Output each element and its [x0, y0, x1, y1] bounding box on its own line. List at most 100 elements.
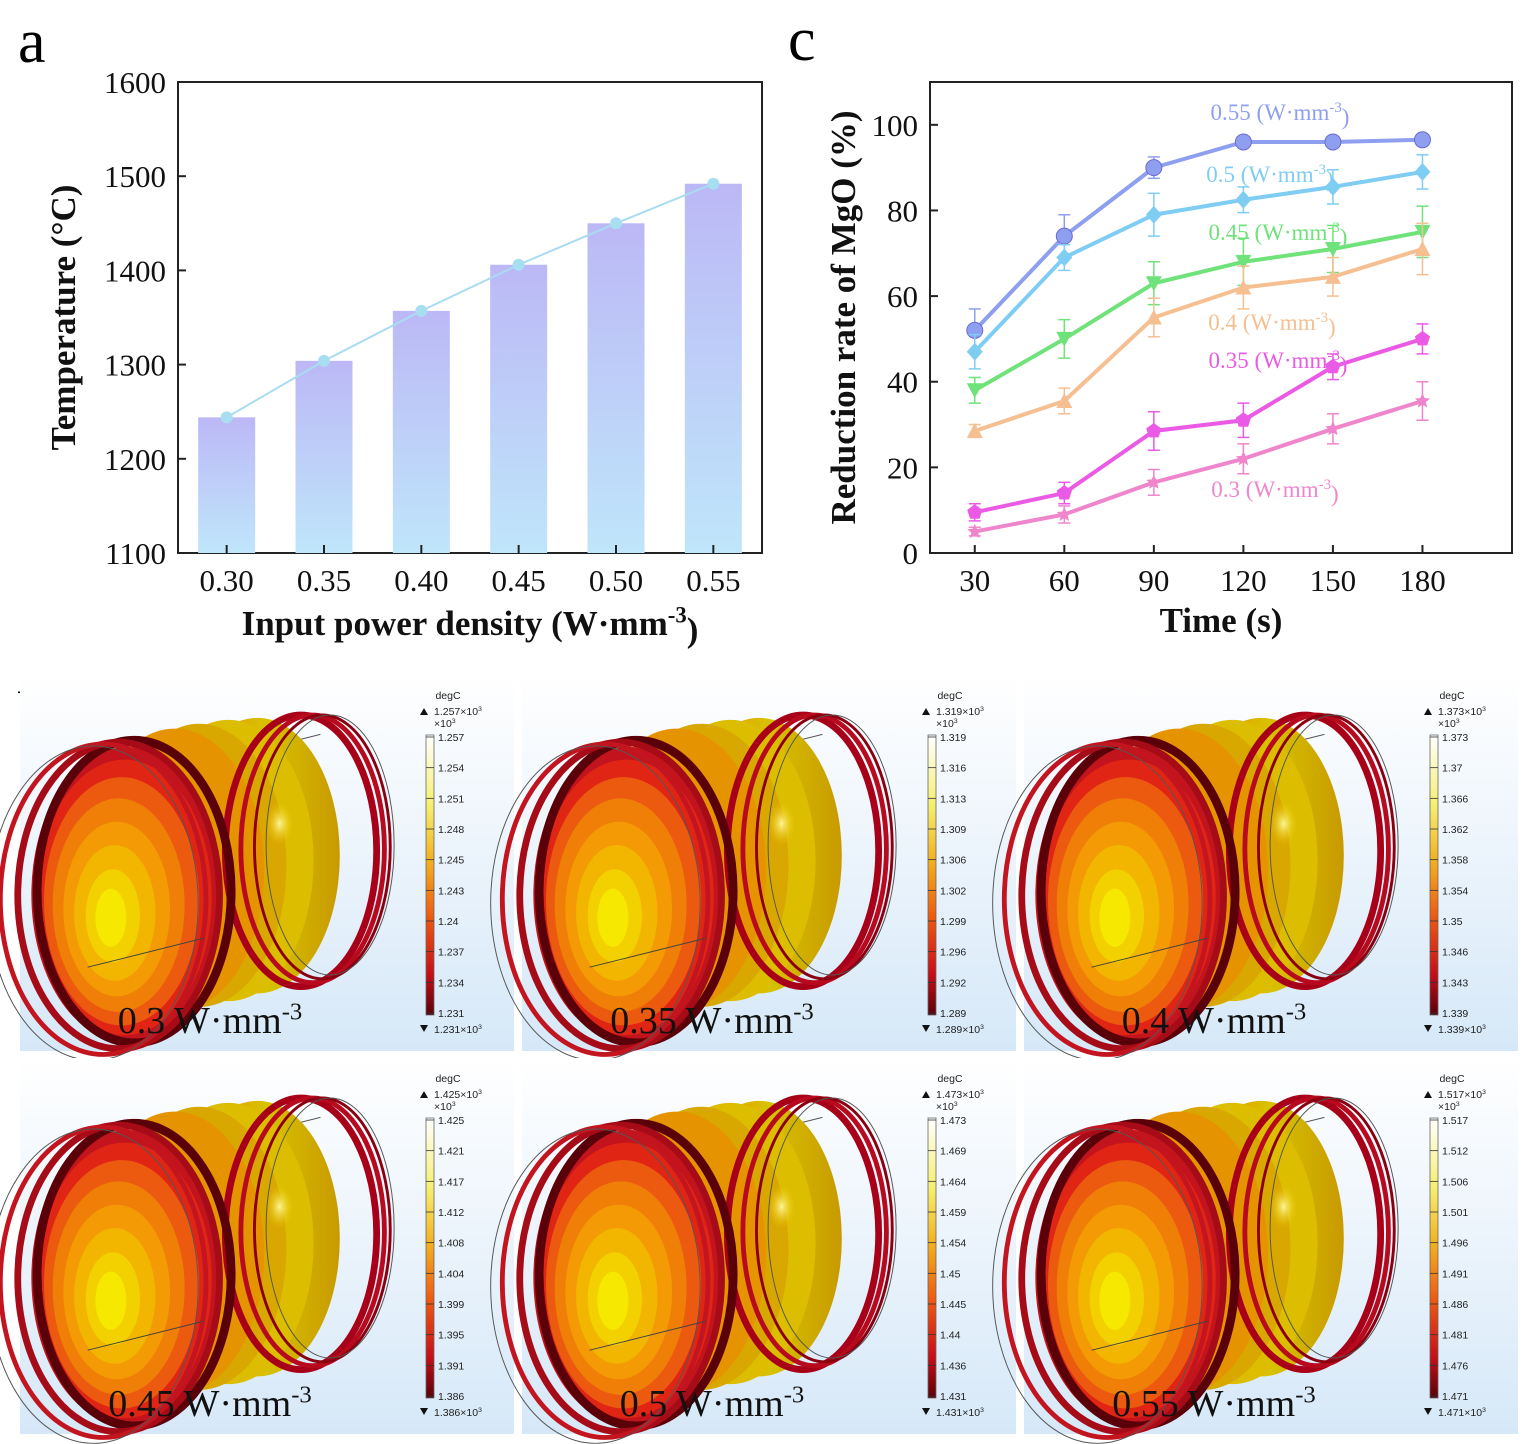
data-point-120	[1235, 190, 1252, 209]
sim-panel: 0.5 W·mm-3 degC 1.473×103×103 1.473 1.469 1.4…	[491, 1058, 1016, 1443]
data-point-60	[1056, 248, 1073, 267]
colorbar-tick-label: 1.343	[1442, 977, 1468, 989]
max-arrow-icon	[1424, 708, 1432, 715]
trend-point-0.55	[707, 177, 720, 190]
colorbar	[425, 734, 435, 1016]
colorbar-max: 1.373×103	[1438, 706, 1486, 718]
panel-label-a: a	[18, 8, 46, 76]
data-point-90	[1145, 309, 1162, 325]
colorbar-tick-label: 1.469	[940, 1146, 966, 1158]
data-point-90	[1145, 205, 1162, 224]
series-label: 0.3 (W·mm-3)	[1211, 477, 1338, 507]
colorbar-tick-label: 1.245	[438, 855, 464, 867]
y-tick-label-a: 1600	[104, 65, 166, 100]
x-tick-label-c: 60	[1049, 563, 1080, 598]
colorbar-tick-label: 1.476	[1442, 1360, 1468, 1372]
colorbar-min: 1.339×103	[1438, 1024, 1486, 1036]
series-s055: 0.55 (W·mm-3)	[966, 100, 1431, 353]
y-tick-label-c: 20	[887, 450, 918, 485]
data-point-60	[1056, 331, 1073, 347]
colorbar-tick-label: 1.313	[940, 793, 966, 805]
colorbar-tick-label: 1.408	[438, 1238, 464, 1250]
x-tick-label-a: 0.30	[200, 563, 254, 598]
colorbar-tick-label: 1.45	[940, 1268, 961, 1280]
sim-panel: 0.35 W·mm-3 degC 1.319×103×103 1.319 1.316 1.…	[491, 675, 1016, 1060]
data-point-150	[1324, 177, 1341, 196]
series-label: 0.5 (W·mm-3)	[1206, 162, 1333, 192]
colorbar-tick-label: 1.35	[1442, 916, 1463, 928]
data-point-180	[1414, 330, 1431, 346]
colorbar-tick-label: 1.445	[940, 1299, 966, 1311]
series-line	[973, 169, 1423, 354]
colorbar-exponent: ×103	[936, 718, 958, 730]
colorbar-tick-label: 1.316	[940, 763, 966, 775]
colorbar-tick-label: 1.471	[1442, 1391, 1468, 1403]
colorbar-tick-label: 1.346	[1442, 947, 1468, 959]
data-point-30	[966, 342, 983, 361]
colorbar-unit: degC	[937, 690, 963, 702]
series-s045: 0.45 (W·mm-3)	[966, 205, 1431, 404]
colorbar-tick-label: 1.296	[940, 947, 966, 959]
colorbar-exponent: ×103	[434, 718, 456, 730]
data-point-150	[1324, 133, 1342, 151]
data-point-180	[1413, 131, 1431, 149]
sim-panel: 0.4 W·mm-3 degC 1.373×103×103 1.373 1.37 1.36…	[993, 675, 1518, 1060]
y-axis-title-c: Reduction rate of MgO (%)	[824, 110, 863, 524]
colorbar-tick-label: 1.436	[940, 1360, 966, 1372]
y-tick-label-a: 1200	[104, 442, 166, 477]
series-line	[973, 137, 1423, 332]
x-axis-title-c: Time (s)	[1160, 601, 1283, 640]
data-point-90	[1146, 423, 1162, 438]
colorbar-tick-label: 1.257	[438, 732, 464, 744]
data-point-180	[1414, 240, 1431, 256]
panel-label-c: c	[788, 6, 816, 74]
x-tick-label-c: 30	[959, 563, 990, 598]
chart-c: 0 20 40 60 80 100 30 60 90 120 150 180 0.55 (W·mm-3)…	[824, 81, 1513, 640]
colorbar-tick-label: 1.248	[438, 824, 464, 836]
data-point-120	[1234, 133, 1252, 151]
data-point-30	[967, 504, 983, 519]
sim-caption: 0.4 W·mm-3	[1122, 998, 1307, 1042]
plot-frame-a	[177, 81, 763, 554]
x-axis-title-a: Input power density (W·mm-3)	[242, 602, 699, 649]
bar-0.50	[587, 223, 645, 554]
colorbar-tick-label: 1.234	[438, 977, 464, 989]
min-arrow-icon	[922, 1025, 930, 1032]
colorbar-min: 1.231×103	[434, 1024, 482, 1036]
colorbar-tick-label: 1.431	[940, 1391, 966, 1403]
colorbar-unit: degC	[937, 1073, 963, 1085]
colorbar-exponent: ×103	[434, 1101, 456, 1113]
data-point-30	[966, 383, 983, 399]
series-label: 0.4 (W·mm-3)	[1208, 310, 1335, 340]
data-point-60	[1055, 227, 1073, 245]
y-tick-label-c: 60	[887, 279, 918, 314]
series-label: 0.55 (W·mm-3)	[1211, 100, 1350, 130]
colorbar-tick-label: 1.501	[1442, 1207, 1468, 1219]
series-s03: 0.3 (W·mm-3)	[967, 380, 1431, 539]
colorbar-min: 1.431×103	[936, 1407, 984, 1419]
data-point-150	[1325, 358, 1341, 374]
colorbar-tick-label: 1.299	[940, 916, 966, 928]
max-arrow-icon	[922, 708, 930, 715]
min-arrow-icon	[1424, 1025, 1432, 1032]
y-tick-label-c: 100	[872, 108, 919, 143]
colorbar-min: 1.471×103	[1438, 1407, 1486, 1419]
colorbar-tick-label: 1.254	[438, 763, 464, 775]
colorbar-tick-label: 1.425	[438, 1115, 464, 1127]
colorbar-unit: degC	[1439, 1073, 1465, 1085]
data-point-120	[1235, 254, 1252, 270]
y-tick-label-a: 1300	[104, 348, 166, 383]
colorbar-tick-label: 1.237	[438, 947, 464, 959]
x-tick-label-a: 0.45	[492, 563, 546, 598]
x-tick-label-a: 0.35	[297, 563, 351, 598]
x-tick-label-c: 90	[1138, 563, 1169, 598]
y-tick-label-a: 1400	[104, 253, 166, 288]
series-s04: 0.4 (W·mm-3)	[966, 222, 1431, 439]
colorbar-min: 1.386×103	[434, 1407, 482, 1419]
data-point-150	[1324, 268, 1341, 284]
y-axis-title-a: Temperature (°C)	[44, 185, 83, 451]
colorbar-unit: degC	[435, 1073, 461, 1085]
min-arrow-icon	[1424, 1408, 1432, 1415]
data-point-150	[1325, 420, 1341, 436]
